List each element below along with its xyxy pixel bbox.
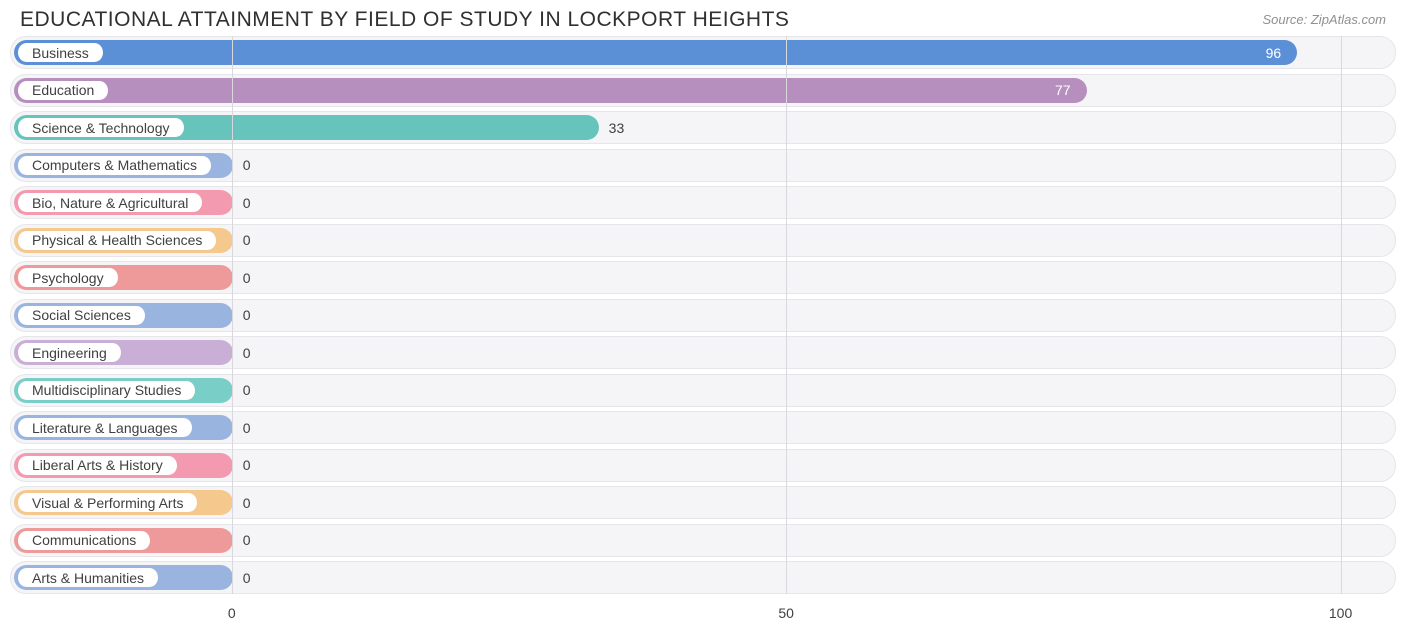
bar-label-text: Multidisciplinary Studies <box>32 382 181 398</box>
bar-label: Business <box>17 43 104 62</box>
bar-label: Psychology <box>17 268 119 287</box>
bar-value-text: 0 <box>243 570 251 586</box>
bar-label-text: Visual & Performing Arts <box>32 495 183 511</box>
bar-value: 0 <box>243 375 251 406</box>
bar-value: 0 <box>243 187 251 218</box>
bar-value-text: 96 <box>1266 45 1282 61</box>
bar-value: 0 <box>243 562 251 593</box>
bar-value-text: 0 <box>243 382 251 398</box>
bar-label-text: Business <box>32 45 89 61</box>
bar-label: Physical & Health Sciences <box>17 231 217 250</box>
bar-label: Visual & Performing Arts <box>17 493 198 512</box>
bar-value-text: 0 <box>243 232 251 248</box>
bar-label-text: Communications <box>32 532 136 548</box>
bar-label-text: Arts & Humanities <box>32 570 144 586</box>
bar-label: Engineering <box>17 343 122 362</box>
bar-value-text: 0 <box>243 457 251 473</box>
chart-area: Business 96 Education 77 Science & Technolog… <box>10 36 1396 594</box>
bar-label-text: Liberal Arts & History <box>32 457 163 473</box>
x-axis-label-text: 50 <box>778 605 794 621</box>
x-axis-label: 100 <box>1329 605 1352 621</box>
bar-value: 0 <box>243 525 251 556</box>
bar-value: 96 <box>1266 37 1282 68</box>
bar-value-text: 0 <box>243 157 251 173</box>
chart-header: EDUCATIONAL ATTAINMENT BY FIELD OF STUDY… <box>0 0 1406 36</box>
bar-value: 0 <box>243 487 251 518</box>
bar-value-text: 0 <box>243 345 251 361</box>
x-axis: 0 50 100 <box>10 599 1396 629</box>
bar-value: 0 <box>243 225 251 256</box>
bar-label: Arts & Humanities <box>17 568 159 587</box>
bar-fill <box>14 40 1297 65</box>
bar-label: Literature & Languages <box>17 418 193 437</box>
x-axis-label: 50 <box>778 605 794 621</box>
bar-row: Psychology 0 <box>10 261 1396 294</box>
bar-value-text: 0 <box>243 307 251 323</box>
bar-label-text: Computers & Mathematics <box>32 157 197 173</box>
bar-row: Bio, Nature & Agricultural 0 <box>10 186 1396 219</box>
bar-value: 33 <box>609 112 625 143</box>
bar-value-text: 33 <box>609 120 625 136</box>
bar-label-text: Bio, Nature & Agricultural <box>32 195 188 211</box>
bar-label-text: Psychology <box>32 270 104 286</box>
bar-label: Computers & Mathematics <box>17 156 212 175</box>
bar-label: Science & Technology <box>17 118 185 137</box>
bar-row: Education 77 <box>10 74 1396 107</box>
bar-row: Engineering 0 <box>10 336 1396 369</box>
bar-row: Literature & Languages 0 <box>10 411 1396 444</box>
bar-label: Communications <box>17 531 151 550</box>
bar-value-text: 0 <box>243 195 251 211</box>
grid-line <box>786 36 787 594</box>
bar-row: Business 96 <box>10 36 1396 69</box>
bar-label: Social Sciences <box>17 306 146 325</box>
bar-label-text: Social Sciences <box>32 307 131 323</box>
bar-label-text: Engineering <box>32 345 107 361</box>
bar-label: Liberal Arts & History <box>17 456 178 475</box>
bar-value: 0 <box>243 300 251 331</box>
bar-value: 0 <box>243 412 251 443</box>
grid-line <box>1341 36 1342 594</box>
grid-line <box>232 36 233 594</box>
bar-value: 0 <box>243 262 251 293</box>
bar-label: Education <box>17 81 109 100</box>
chart-source: Source: ZipAtlas.com <box>1262 8 1386 27</box>
bar-row: Communications 0 <box>10 524 1396 557</box>
bar-value: 0 <box>243 150 251 181</box>
bar-value-text: 0 <box>243 420 251 436</box>
x-axis-label: 0 <box>228 605 236 621</box>
bar-label-text: Education <box>32 82 94 98</box>
bar-row: Liberal Arts & History 0 <box>10 449 1396 482</box>
bar-label-text: Physical & Health Sciences <box>32 232 202 248</box>
bar-row: Science & Technology 33 <box>10 111 1396 144</box>
bar-row: Arts & Humanities 0 <box>10 561 1396 594</box>
bar-fill <box>14 78 1087 103</box>
bar-row: Social Sciences 0 <box>10 299 1396 332</box>
x-axis-label-text: 100 <box>1329 605 1352 621</box>
bar-value-text: 0 <box>243 532 251 548</box>
bar-row: Physical & Health Sciences 0 <box>10 224 1396 257</box>
bar-value-text: 0 <box>243 495 251 511</box>
bar-value: 0 <box>243 337 251 368</box>
x-axis-label-text: 0 <box>228 605 236 621</box>
bar-label-text: Literature & Languages <box>32 420 178 436</box>
bar-value-text: 0 <box>243 270 251 286</box>
bar-value-text: 77 <box>1055 82 1071 98</box>
bar-label: Bio, Nature & Agricultural <box>17 193 203 212</box>
bar-value: 77 <box>1055 75 1071 106</box>
bar-row: Computers & Mathematics 0 <box>10 149 1396 182</box>
chart-title: EDUCATIONAL ATTAINMENT BY FIELD OF STUDY… <box>20 8 789 32</box>
bar-label: Multidisciplinary Studies <box>17 381 196 400</box>
bar-value: 0 <box>243 450 251 481</box>
bar-label-text: Science & Technology <box>32 120 170 136</box>
bar-row: Multidisciplinary Studies 0 <box>10 374 1396 407</box>
bar-row: Visual & Performing Arts 0 <box>10 486 1396 519</box>
